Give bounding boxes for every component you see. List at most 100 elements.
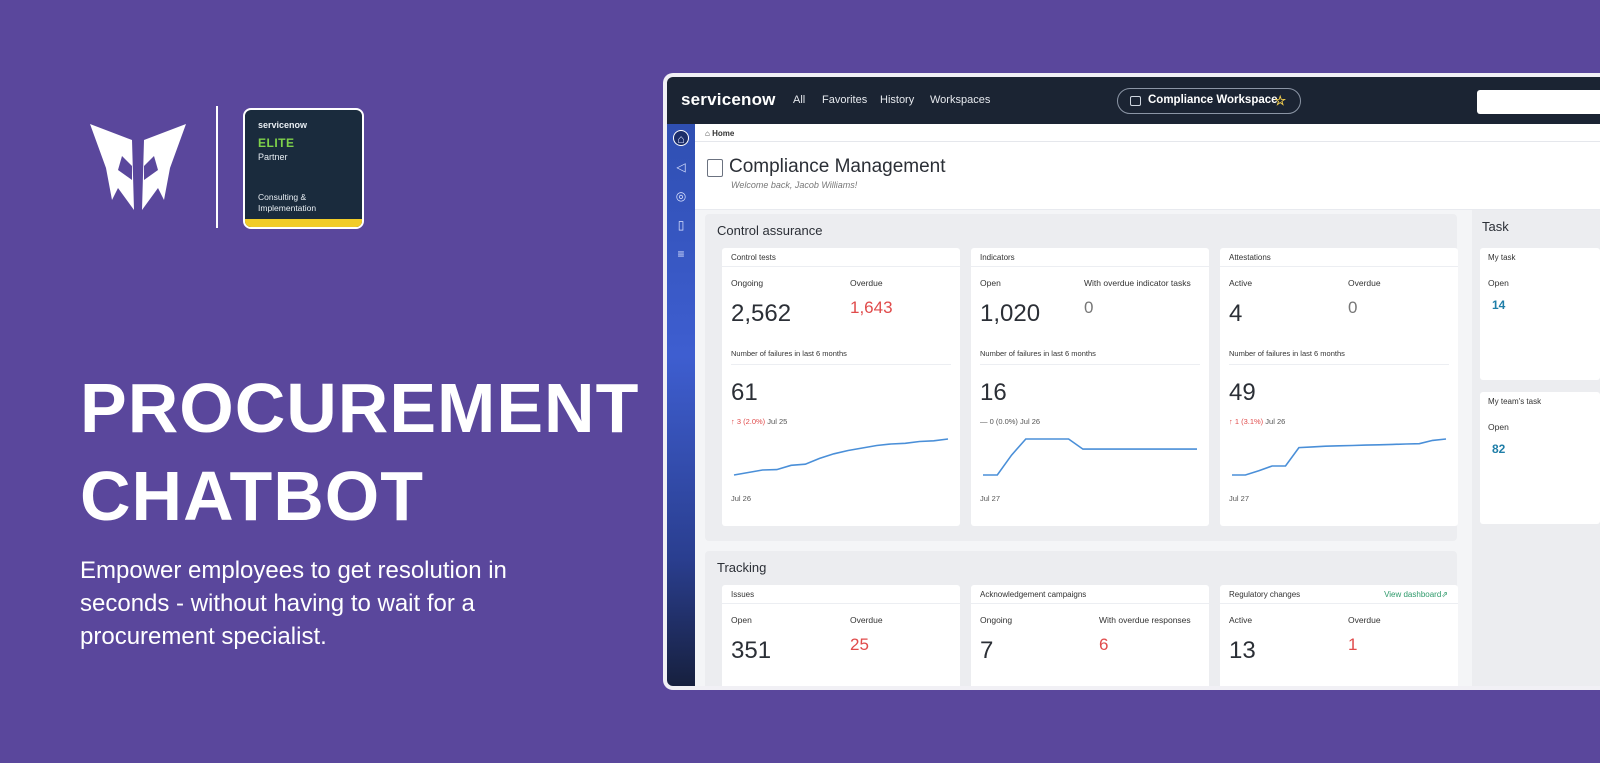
control-tests-card[interactable]: Control tests Ongoing 2,562 Overdue 1,64… — [722, 248, 960, 526]
team-task-card[interactable]: My team's task Open 82 — [1480, 392, 1600, 524]
card-divider — [1229, 364, 1449, 365]
attestations-card[interactable]: Attestations Active 4 Overdue 0 Number o… — [1220, 248, 1458, 526]
hero-title-line1: PROCUREMENT — [80, 369, 640, 447]
card-divider — [731, 364, 951, 365]
issues-card[interactable]: Issues Open 351 Overdue 25 — [722, 585, 960, 686]
badge-accent-bar — [245, 219, 362, 227]
metric-value: 2,562 — [731, 300, 792, 327]
card-divider — [722, 603, 960, 604]
hero-title-line2: CHATBOT — [80, 457, 424, 535]
task-label: Open — [1488, 422, 1509, 432]
workspace-name: Compliance Workspace — [1148, 94, 1278, 106]
breadcrumb: ⌂ Home — [695, 124, 1600, 142]
failures-label: Number of failures in last 6 months — [980, 349, 1096, 358]
overdue-value: 25 — [850, 635, 869, 654]
failures-label: Number of failures in last 6 months — [731, 349, 847, 358]
task-panel: Task My task Open 14 My team's task Open… — [1472, 210, 1600, 686]
metric-value: 13 — [1229, 637, 1256, 664]
metric-label: Overdue — [1348, 278, 1381, 288]
card-title: My team's task — [1488, 397, 1542, 406]
check-circle-icon[interactable]: ◎ — [675, 189, 687, 203]
metric-label: Active — [1229, 278, 1253, 288]
sparkline-chart — [983, 438, 1197, 476]
page-header: Compliance Management Welcome back, Jaco… — [695, 142, 1600, 210]
failures-value: 61 — [731, 379, 758, 406]
list-icon[interactable]: ≡ — [677, 247, 685, 261]
app-screenshot: servicenow All Favorites History Workspa… — [663, 73, 1600, 690]
global-search-input[interactable] — [1477, 90, 1600, 114]
overdue-value: 0 — [1084, 298, 1094, 317]
nav-favorites[interactable]: Favorites — [822, 94, 868, 106]
card-title: Issues — [731, 590, 755, 599]
metric-value: 351 — [731, 637, 772, 664]
card-divider — [980, 364, 1200, 365]
trend-delta: — 0 (0.0%) — [980, 417, 1018, 426]
overdue-value: 1 — [1348, 635, 1358, 654]
control-assurance-section: Control assurance Control tests Ongoing … — [705, 214, 1458, 541]
servicenow-logo[interactable]: servicenow — [681, 90, 776, 109]
metric-label: Overdue — [1348, 615, 1381, 625]
badge-specialty: Consulting & Implementation — [258, 192, 317, 213]
megaphone-icon[interactable]: ◁ — [676, 160, 686, 174]
sparkline-x-label: Jul 27 — [1229, 494, 1250, 503]
star-icon[interactable]: ☆ — [1274, 93, 1286, 108]
clipboard-icon[interactable]: ▯ — [677, 218, 685, 232]
metric-label: With overdue responses — [1099, 615, 1191, 625]
badge-partner: Partner — [258, 152, 288, 162]
trend-indicator: ↑ 1 (3.1%) Jul 26 — [1229, 417, 1285, 426]
my-task-card[interactable]: My task Open 14 — [1480, 248, 1600, 380]
failures-value: 16 — [980, 379, 1007, 406]
hero-title: PROCUREMENT CHATBOT — [80, 364, 640, 540]
breadcrumb-home[interactable]: Home — [712, 129, 735, 138]
metric-label: Active — [1229, 615, 1253, 625]
view-dashboard-link[interactable]: View dashboard⇗ — [1384, 590, 1448, 599]
overdue-value: 0 — [1348, 298, 1358, 317]
task-label: Open — [1488, 278, 1509, 288]
badge-brand: servicenow — [258, 120, 308, 130]
workspace-selector[interactable]: Compliance Workspace ☆ — [1117, 88, 1301, 114]
partner-badge: servicenow ELITE Partner Consulting & Im… — [243, 108, 364, 229]
metric-value: 7 — [980, 637, 994, 664]
trend-delta: ↑ 1 (3.1%) — [1229, 417, 1264, 426]
failures-value: 49 — [1229, 379, 1256, 406]
sparkline-chart — [1232, 438, 1447, 476]
failures-label: Number of failures in last 6 months — [1229, 349, 1345, 358]
metric-label: Open — [980, 278, 1001, 288]
task-count: 82 — [1492, 442, 1506, 456]
card-divider — [971, 603, 1209, 604]
sparkline-x-label: Jul 26 — [731, 494, 752, 503]
card-title: Attestations — [1229, 253, 1271, 262]
card-divider — [722, 266, 960, 267]
page-title: Compliance Management — [729, 156, 946, 177]
sparkline-path — [983, 438, 1197, 476]
metric-value: 1,020 — [980, 300, 1041, 327]
hero-subtitle: Empower employees to get resolution in s… — [80, 557, 507, 650]
acknowledgement-campaigns-card[interactable]: Acknowledgement campaigns Ongoing 7 With… — [971, 585, 1209, 686]
regulatory-changes-card[interactable]: Regulatory changes View dashboard⇗ Activ… — [1220, 585, 1458, 686]
trend-date: Jul 26 — [1265, 417, 1286, 426]
trend-date: Jul 26 — [1020, 417, 1041, 426]
sparkline-chart — [733, 438, 949, 476]
metric-label: Ongoing — [731, 278, 764, 288]
section-title: Tracking — [717, 560, 767, 575]
overdue-value: 6 — [1099, 635, 1109, 654]
tracking-section: Tracking Issues Open 351 Overdue 25 Ackn… — [705, 551, 1458, 686]
metric-label: Open — [731, 615, 752, 625]
card-title: Acknowledgement campaigns — [980, 590, 1087, 599]
section-title: Task — [1482, 219, 1509, 234]
sparkline-path — [1232, 438, 1447, 476]
breadcrumb-home-icon: ⌂ — [705, 129, 713, 138]
indicators-card[interactable]: Indicators Open 1,020 With overdue indic… — [971, 248, 1209, 526]
sidebar: ⌂ ◁ ◎ ▯ ≡ — [667, 124, 695, 686]
home-icon[interactable]: ⌂ — [673, 130, 689, 146]
document-icon — [707, 159, 723, 177]
card-divider — [1220, 603, 1458, 604]
view-dashboard-label: View dashboard — [1384, 590, 1442, 599]
trend-indicator: — 0 (0.0%) Jul 26 — [980, 417, 1040, 426]
metric-label: Overdue — [850, 278, 883, 288]
nav-history[interactable]: History — [880, 94, 915, 106]
logo-divider — [216, 106, 218, 228]
nav-all[interactable]: All — [793, 94, 806, 106]
nav-workspaces[interactable]: Workspaces — [930, 94, 991, 106]
task-count: 14 — [1492, 298, 1506, 312]
